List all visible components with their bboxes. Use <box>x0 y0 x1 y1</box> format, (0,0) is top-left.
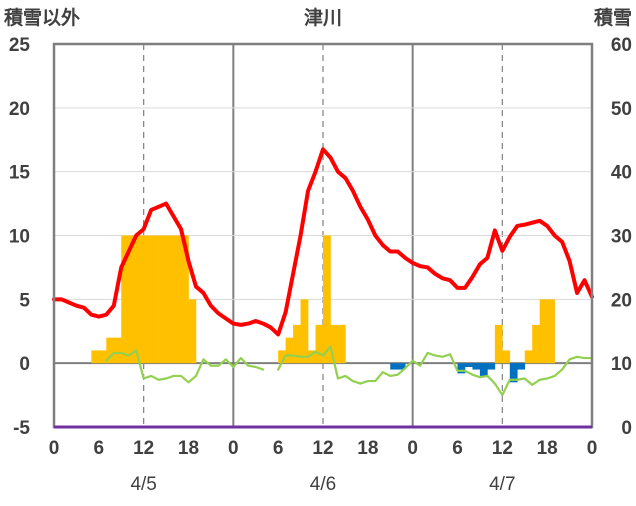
precipitation-bar <box>293 324 301 364</box>
date-label: 4/7 <box>489 474 515 495</box>
precipitation-bar <box>479 363 488 376</box>
precipitation-bar <box>308 350 316 364</box>
precipitation-bar <box>181 235 189 364</box>
right-y-tick-label: 20 <box>611 290 632 311</box>
precipitation-bar <box>397 363 406 370</box>
plot-frame <box>52 42 594 429</box>
precipitation-bar <box>166 235 174 364</box>
right-y-tick-label: 50 <box>611 99 632 120</box>
precipitation-bar <box>487 363 496 370</box>
x-tick-label: 12 <box>312 438 333 459</box>
left-y-tick-label: 20 <box>9 99 30 120</box>
x-tick-label: 18 <box>178 438 199 459</box>
precipitation-bar <box>128 235 137 364</box>
precipitation-bar <box>532 324 540 364</box>
precipitation-bar <box>457 363 466 374</box>
x-tick-label: 6 <box>273 438 284 459</box>
left-y-tick-label: -5 <box>13 418 30 439</box>
precipitation-bar <box>113 337 122 364</box>
date-label: 4/6 <box>310 474 336 495</box>
left-y-tick-label: 25 <box>9 35 31 56</box>
x-tick-label: 12 <box>492 438 513 459</box>
precipitation-bar <box>300 299 309 364</box>
precipitation-bar <box>136 235 144 364</box>
precipitation-bar <box>472 363 481 370</box>
precipitation-bar <box>106 337 115 364</box>
x-tick-label: 18 <box>537 438 558 459</box>
precipitation-bar <box>173 235 182 364</box>
precipitation-bar <box>464 363 473 367</box>
precipitation-bar <box>158 235 167 364</box>
precipitation-bar <box>524 350 533 364</box>
precipitation-bar <box>285 337 294 364</box>
chart-title: 津川 <box>304 6 342 29</box>
precipitation-bar <box>91 350 100 364</box>
right-y-tick-label: 10 <box>611 354 632 375</box>
snow-depth-line <box>52 147 594 337</box>
left-y-tick-label: 15 <box>9 163 31 184</box>
series-lines <box>52 147 594 397</box>
x-tick-label: 12 <box>133 438 154 459</box>
x-tick-label: 6 <box>94 438 105 459</box>
x-tick-label: 0 <box>49 438 60 459</box>
x-tick-label: 0 <box>407 438 418 459</box>
left-y-tick-label: 0 <box>19 354 30 375</box>
precipitation-bar <box>517 363 526 370</box>
x-tick-label: 18 <box>357 438 378 459</box>
precipitation-bar <box>539 299 548 364</box>
precipitation-bar <box>188 299 197 364</box>
left-axis-label: 積雪以外 <box>4 6 80 29</box>
precipitation-bar <box>390 363 399 370</box>
precipitation-bar <box>151 235 159 364</box>
left-y-tick-label: 5 <box>19 290 30 311</box>
precipitation-bars <box>91 235 555 383</box>
precipitation-bar <box>494 324 503 364</box>
right-y-tick-label: 0 <box>621 418 632 439</box>
precipitation-bar <box>502 350 511 364</box>
date-label: 4/5 <box>130 474 156 495</box>
left-y-tick-label: 10 <box>9 227 30 248</box>
precipitation-bar <box>337 324 346 364</box>
precipitation-bar <box>330 324 339 364</box>
x-tick-label: 0 <box>228 438 239 459</box>
precipitation-bar <box>278 350 286 364</box>
precipitation-bar <box>509 363 518 383</box>
precipitation-bar <box>323 235 331 364</box>
right-axis-label: 積雪 <box>594 6 632 29</box>
precipitation-bar <box>143 235 152 364</box>
x-tick-label: 6 <box>452 438 463 459</box>
right-y-tick-label: 60 <box>611 35 632 56</box>
temperature-line <box>105 345 594 397</box>
right-y-tick-label: 40 <box>611 163 632 184</box>
precipitation-bar <box>315 324 324 364</box>
precipitation-bar <box>121 235 130 364</box>
right-y-tick-label: 30 <box>611 227 632 248</box>
precipitation-bar <box>547 299 555 364</box>
x-tick-label: 0 <box>587 438 598 459</box>
precipitation-bar <box>98 350 107 364</box>
